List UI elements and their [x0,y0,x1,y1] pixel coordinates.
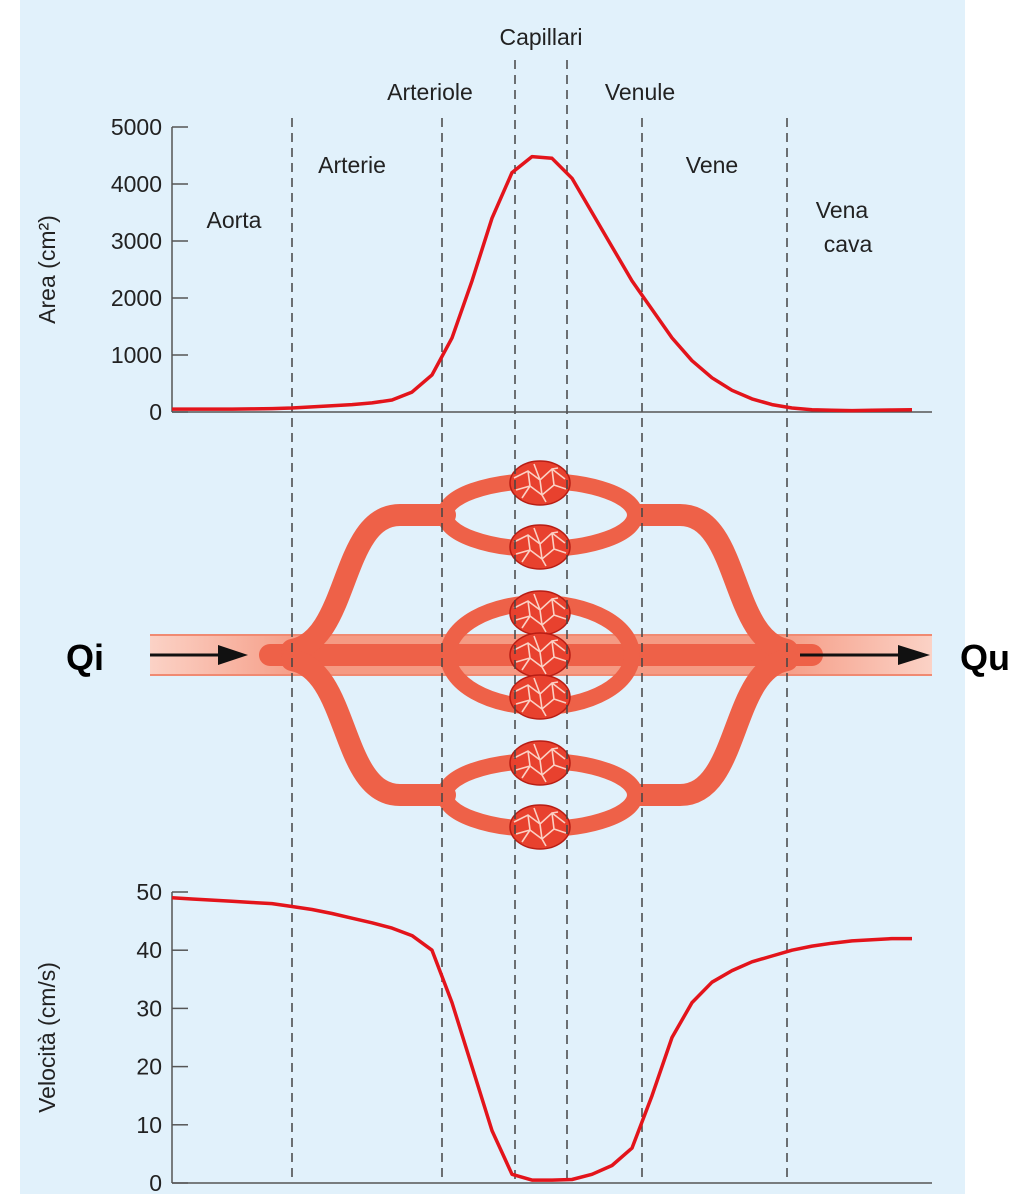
y-tick-label: 3000 [111,228,162,254]
y-axis-label: Area (cm²) [34,215,60,324]
y-tick-label: 0 [149,399,162,425]
y-tick-label: 1000 [111,342,162,368]
y-axis-label: Velocità (cm/s) [34,962,60,1113]
region-label: Vene [686,152,738,178]
region-label: Aorta [207,207,262,233]
y-tick-label: 30 [136,995,162,1021]
y-tick-label: 50 [136,879,162,905]
region-label: Vena [816,197,869,223]
region-label: Venule [605,79,675,105]
y-tick-label: 20 [136,1054,162,1080]
y-tick-label: 10 [136,1112,162,1138]
region-label: Capillari [499,24,582,50]
y-tick-label: 40 [136,937,162,963]
flow-out-label: Qu [960,637,1010,678]
region-label: Arteriole [387,79,473,105]
y-tick-label: 0 [149,1170,162,1194]
region-label: Arterie [318,152,386,178]
y-tick-label: 2000 [111,285,162,311]
y-tick-label: 4000 [111,171,162,197]
figure: Qi Qu Capillari Arteriole Venule Arterie… [0,0,1021,1194]
y-tick-label: 5000 [111,114,162,140]
flow-in-label: Qi [66,637,104,678]
region-label: cava [824,231,873,257]
